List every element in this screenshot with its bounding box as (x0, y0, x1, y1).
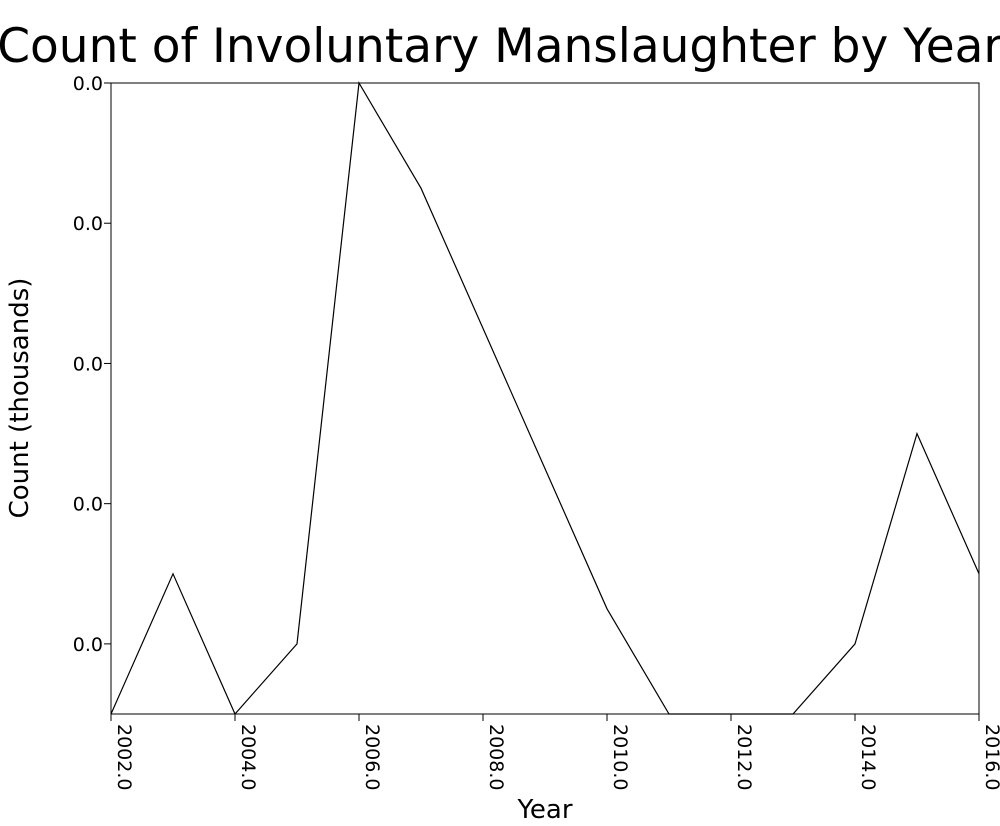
y-tick-label: 0.0 (73, 494, 103, 516)
x-tick-label: 2004.0 (237, 724, 259, 790)
x-axis-ticks: 2002.0 2004.0 2006.0 2008.0 2010.0 2012.0 2014… (110, 714, 1000, 790)
x-tick-label: 2016.0 (981, 724, 1000, 790)
chart-title: Count of Involuntary Manslaughter by Yea… (0, 19, 1000, 74)
x-tick-label: 2014.0 (857, 724, 879, 790)
y-tick-label: 0.0 (73, 73, 103, 95)
x-tick-label: 2010.0 (609, 724, 631, 790)
y-axis-ticks: 0.0 0.0 0.0 0.0 0.0 (73, 73, 111, 656)
x-axis-label: Year (516, 795, 572, 825)
y-tick-label: 0.0 (73, 634, 103, 656)
x-tick-label: 2012.0 (733, 724, 755, 790)
x-tick-label: 2008.0 (485, 724, 507, 790)
y-tick-label: 0.0 (73, 213, 103, 235)
plot-area-frame (110, 82, 980, 715)
y-axis-label: Count (thousands) (5, 278, 35, 519)
y-tick-label: 0.0 (73, 353, 103, 375)
x-tick-label: 2002.0 (113, 724, 135, 790)
series-line (110, 81, 980, 716)
x-tick-label: 2006.0 (361, 724, 383, 790)
